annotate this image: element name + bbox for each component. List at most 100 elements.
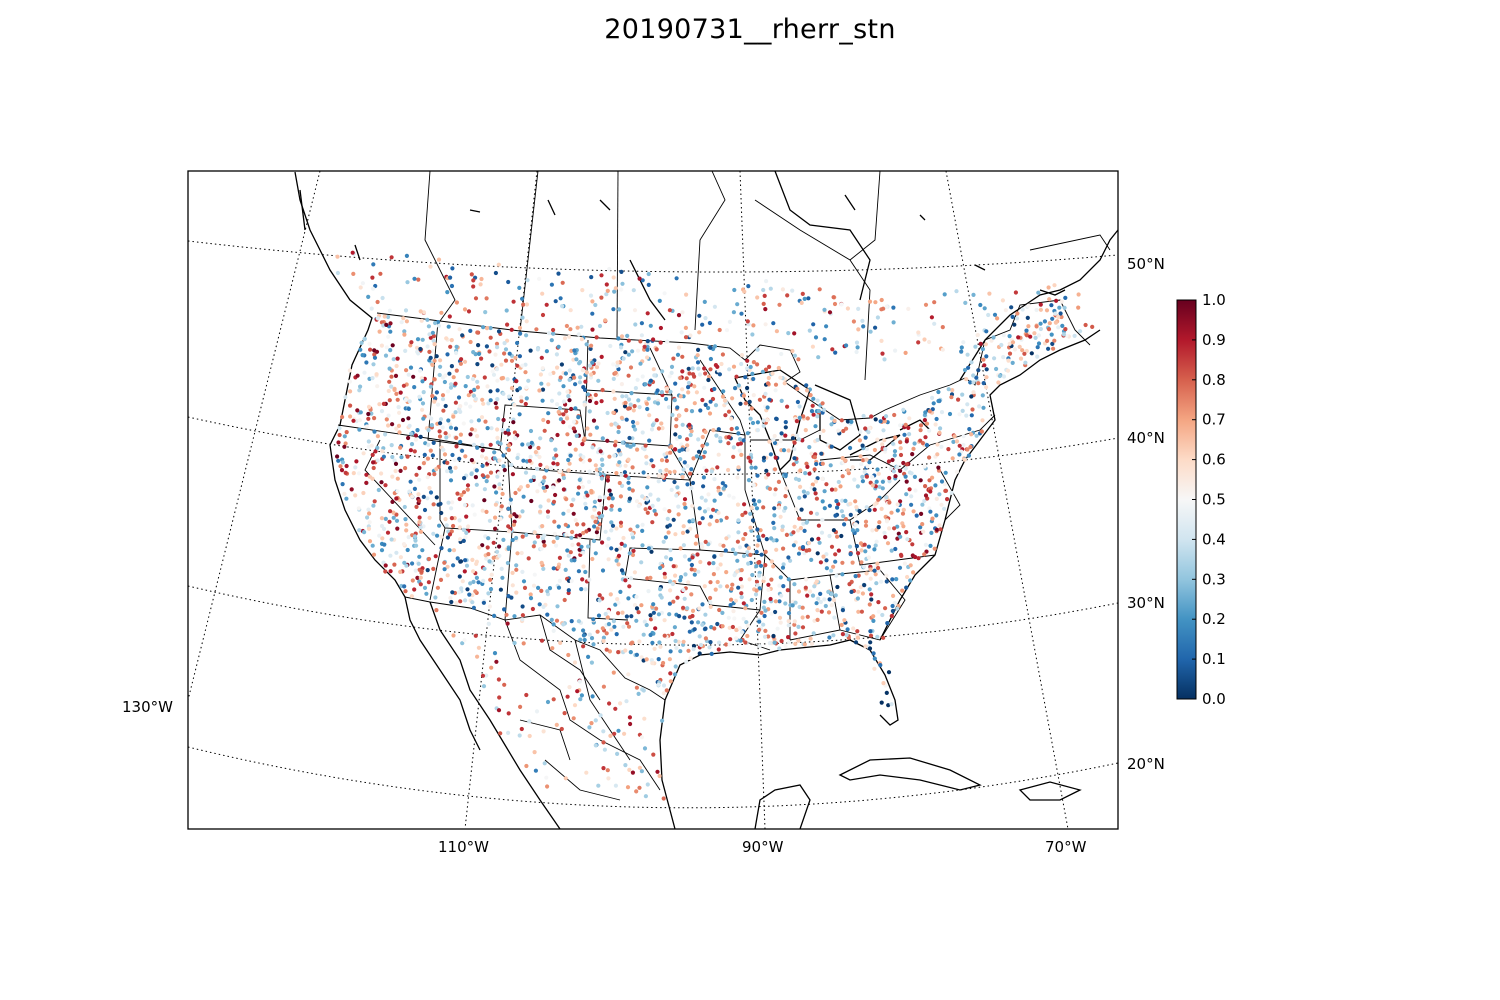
station-marker bbox=[870, 475, 875, 480]
station-marker bbox=[679, 330, 684, 335]
station-marker bbox=[656, 426, 662, 431]
station-marker bbox=[730, 396, 735, 401]
station-marker bbox=[515, 340, 520, 346]
station-marker bbox=[954, 289, 959, 294]
station-marker bbox=[743, 375, 748, 380]
station-marker bbox=[648, 632, 653, 638]
station-marker bbox=[762, 599, 767, 605]
station-marker bbox=[806, 540, 812, 546]
station-marker bbox=[749, 406, 754, 411]
station-marker bbox=[754, 588, 759, 593]
station-marker bbox=[1034, 307, 1039, 313]
station-marker bbox=[375, 299, 380, 305]
station-marker bbox=[519, 395, 524, 400]
station-marker bbox=[418, 525, 423, 530]
station-marker bbox=[434, 354, 439, 359]
station-marker bbox=[509, 462, 514, 468]
station-marker bbox=[951, 439, 956, 444]
station-marker bbox=[811, 322, 816, 327]
station-marker bbox=[670, 631, 675, 637]
station-marker bbox=[920, 522, 925, 527]
station-marker bbox=[371, 362, 376, 367]
station-marker bbox=[783, 505, 788, 511]
station-marker bbox=[610, 496, 615, 501]
station-marker bbox=[343, 441, 348, 446]
station-marker bbox=[463, 558, 468, 563]
station-marker bbox=[542, 475, 547, 480]
station-marker bbox=[409, 431, 414, 436]
station-marker bbox=[809, 641, 815, 647]
station-marker bbox=[474, 561, 479, 567]
station-marker bbox=[738, 638, 743, 643]
station-marker bbox=[469, 427, 474, 432]
station-marker bbox=[532, 750, 537, 755]
station-marker bbox=[394, 426, 399, 431]
station-marker bbox=[824, 566, 830, 571]
station-marker bbox=[608, 733, 613, 739]
station-marker bbox=[556, 524, 561, 529]
station-marker bbox=[340, 460, 345, 465]
station-marker bbox=[681, 605, 686, 610]
station-marker bbox=[1015, 311, 1020, 316]
station-marker bbox=[515, 455, 520, 461]
station-marker bbox=[978, 341, 983, 346]
station-marker bbox=[479, 454, 485, 459]
station-marker bbox=[734, 636, 739, 641]
station-marker bbox=[416, 277, 421, 282]
station-marker bbox=[383, 516, 388, 522]
station-marker bbox=[994, 366, 999, 372]
station-marker bbox=[820, 461, 825, 466]
station-marker bbox=[755, 347, 760, 352]
station-marker bbox=[702, 450, 708, 455]
station-marker bbox=[480, 442, 485, 447]
station-marker bbox=[593, 302, 598, 308]
station-marker bbox=[453, 426, 459, 431]
station-marker bbox=[893, 546, 898, 552]
station-marker bbox=[401, 542, 407, 547]
station-marker bbox=[584, 370, 589, 375]
station-marker bbox=[581, 633, 587, 638]
station-marker bbox=[436, 257, 442, 262]
station-marker bbox=[481, 578, 486, 584]
station-marker bbox=[496, 262, 501, 267]
station-marker bbox=[851, 626, 856, 631]
station-marker bbox=[635, 447, 640, 452]
station-marker bbox=[690, 366, 695, 371]
station-marker bbox=[581, 385, 586, 390]
station-marker bbox=[755, 583, 760, 588]
station-marker bbox=[801, 521, 806, 526]
station-marker bbox=[408, 448, 413, 453]
station-marker bbox=[549, 282, 555, 287]
station-marker bbox=[678, 649, 683, 654]
station-marker bbox=[873, 325, 878, 330]
station-marker bbox=[618, 452, 623, 457]
station-marker bbox=[867, 299, 873, 304]
station-marker bbox=[552, 519, 557, 524]
station-marker bbox=[580, 442, 585, 447]
station-marker bbox=[627, 435, 632, 441]
station-marker bbox=[790, 436, 796, 441]
station-marker bbox=[623, 400, 628, 405]
station-marker bbox=[442, 379, 447, 385]
station-marker bbox=[571, 497, 576, 502]
station-marker bbox=[684, 659, 689, 665]
station-marker bbox=[572, 348, 577, 353]
station-marker bbox=[779, 431, 784, 436]
station-marker bbox=[474, 482, 479, 487]
station-marker bbox=[630, 535, 636, 540]
station-marker bbox=[708, 580, 713, 585]
station-marker bbox=[583, 587, 588, 592]
station-marker bbox=[387, 519, 392, 524]
station-marker bbox=[364, 472, 369, 477]
station-marker bbox=[344, 463, 349, 469]
station-marker bbox=[831, 564, 836, 569]
station-marker bbox=[493, 526, 498, 531]
station-marker bbox=[558, 417, 564, 422]
station-marker bbox=[568, 308, 573, 313]
station-marker bbox=[918, 438, 923, 443]
station-marker bbox=[668, 649, 673, 654]
station-marker bbox=[381, 560, 386, 565]
station-marker bbox=[703, 402, 708, 407]
station-marker bbox=[727, 493, 732, 498]
station-marker bbox=[692, 384, 697, 389]
